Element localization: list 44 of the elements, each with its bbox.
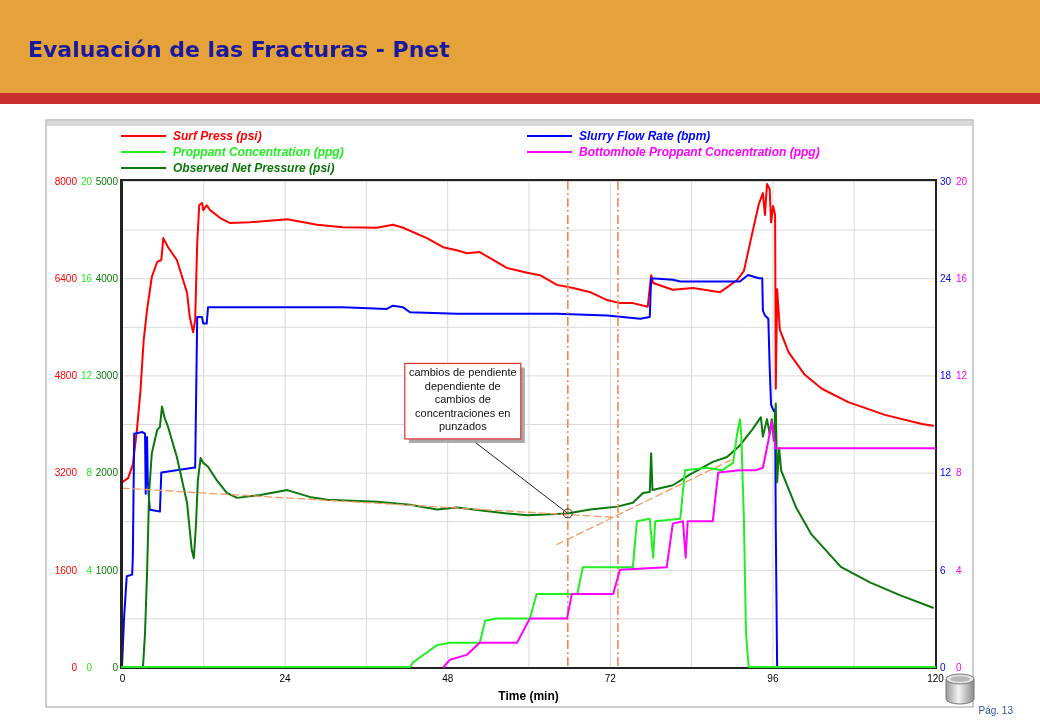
x-tick-label: 72 bbox=[604, 673, 617, 685]
y-tick-label: 3000 bbox=[95, 370, 119, 382]
y2-tick-label: 12 bbox=[956, 370, 968, 382]
y-tick-label: 12 bbox=[80, 370, 93, 382]
y2-tick-label: 18 bbox=[940, 370, 952, 382]
y2-tick-label: 16 bbox=[956, 272, 968, 284]
chart-title: Evaluación de las Fracturas - Pnet bbox=[28, 37, 451, 62]
y3-tick-label: 6400 bbox=[54, 272, 78, 284]
y-tick-label: 8 bbox=[86, 467, 93, 479]
y-tick-label: 4000 bbox=[95, 272, 119, 284]
legend-label: Surf Press (psi) bbox=[173, 129, 262, 143]
x-tick-label: 96 bbox=[767, 673, 779, 685]
y2-tick-label: 8 bbox=[956, 467, 962, 479]
y2-tick-label: 20 bbox=[956, 175, 968, 187]
y3-tick-label: 0 bbox=[71, 661, 78, 673]
y3-tick-label: 1600 bbox=[54, 564, 78, 576]
legend-label: Observed Net Pressure (psi) bbox=[173, 161, 335, 175]
y-tick-label: 5000 bbox=[95, 175, 119, 187]
y3-tick-label: 3200 bbox=[54, 467, 78, 479]
x-axis-title: Time (min) bbox=[498, 689, 559, 703]
y-tick-label: 0 bbox=[112, 661, 119, 673]
y3-tick-label: 8000 bbox=[54, 175, 78, 187]
y-tick-label: 16 bbox=[80, 272, 93, 284]
y-tick-label: 0 bbox=[86, 661, 93, 673]
y2-tick-label: 0 bbox=[940, 661, 946, 673]
legend-label: Slurry Flow Rate (bpm) bbox=[579, 129, 711, 143]
y-tick-label: 4 bbox=[86, 564, 93, 576]
y-tick-label: 1000 bbox=[95, 564, 119, 576]
annotation: cambios de pendiente dependiente de cambios de concentraciones en punzados bbox=[408, 366, 517, 433]
y-tick-label: 2000 bbox=[95, 467, 119, 479]
y2-tick-label: 12 bbox=[940, 467, 952, 479]
y2-tick-label: 6 bbox=[940, 564, 946, 576]
y3-tick-label: 4800 bbox=[54, 370, 78, 382]
y-tick-label: 20 bbox=[80, 175, 93, 187]
y2-tick-label: 4 bbox=[956, 564, 962, 576]
x-tick-label: 48 bbox=[442, 673, 454, 685]
legend-label: Bottomhole Proppant Concentration (ppg) bbox=[579, 145, 820, 159]
y2-tick-label: 30 bbox=[940, 175, 952, 187]
x-tick-label: 24 bbox=[279, 673, 292, 685]
y2-tick-label: 0 bbox=[956, 661, 962, 673]
text: Pág. 13 bbox=[978, 705, 1014, 716]
y2-tick-label: 24 bbox=[940, 272, 952, 284]
x-tick-label: 120 bbox=[927, 673, 945, 685]
legend-label: Proppant Concentration (ppg) bbox=[173, 145, 344, 159]
